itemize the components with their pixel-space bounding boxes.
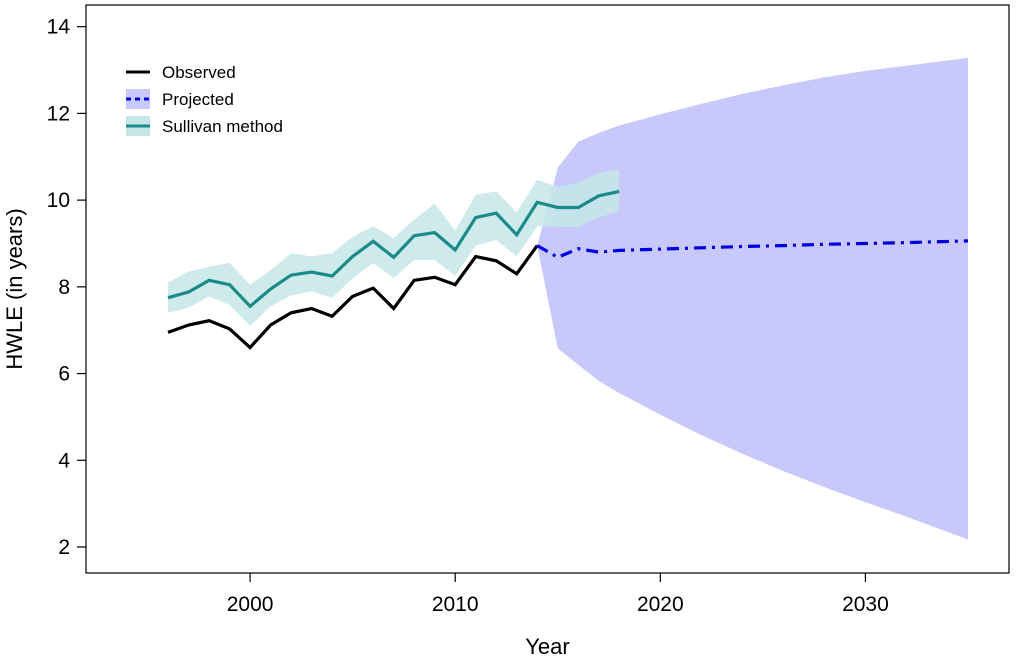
- x-axis: 2000 2010 2020 2030: [227, 573, 889, 616]
- sullivan-method-line: [167, 189, 620, 309]
- y-axis: 2 4 6 8 10 12 14: [47, 16, 86, 559]
- y-tick-label: 4: [58, 449, 70, 472]
- legend-label: Sullivan method: [162, 117, 283, 136]
- confidence-bands: [168, 57, 968, 540]
- sullivan-method-band: [168, 168, 620, 326]
- series-lines: [167, 189, 969, 350]
- y-tick-label: 12: [47, 102, 70, 125]
- y-tick-label: 14: [47, 16, 71, 39]
- y-tick-label: 10: [47, 189, 70, 212]
- x-tick-label: 2020: [637, 593, 684, 616]
- observed-line: [167, 244, 539, 350]
- x-axis-title: Year: [525, 634, 569, 657]
- x-tick-label: 2000: [227, 593, 274, 616]
- legend-label: Observed: [162, 63, 236, 82]
- x-tick-label: 2030: [842, 593, 889, 616]
- plot-frame: [85, 4, 1010, 574]
- legend-label: Projected: [162, 90, 234, 109]
- projected-band: [537, 57, 968, 540]
- projected-line: [536, 239, 969, 260]
- y-tick-label: 2: [58, 536, 70, 559]
- y-tick-label: 8: [58, 276, 70, 299]
- x-tick-label: 2010: [432, 593, 479, 616]
- y-tick-label: 6: [58, 363, 70, 386]
- legend: Observed Projected Sullivan method: [126, 63, 283, 136]
- y-axis-title: HWLE (in years): [2, 208, 27, 369]
